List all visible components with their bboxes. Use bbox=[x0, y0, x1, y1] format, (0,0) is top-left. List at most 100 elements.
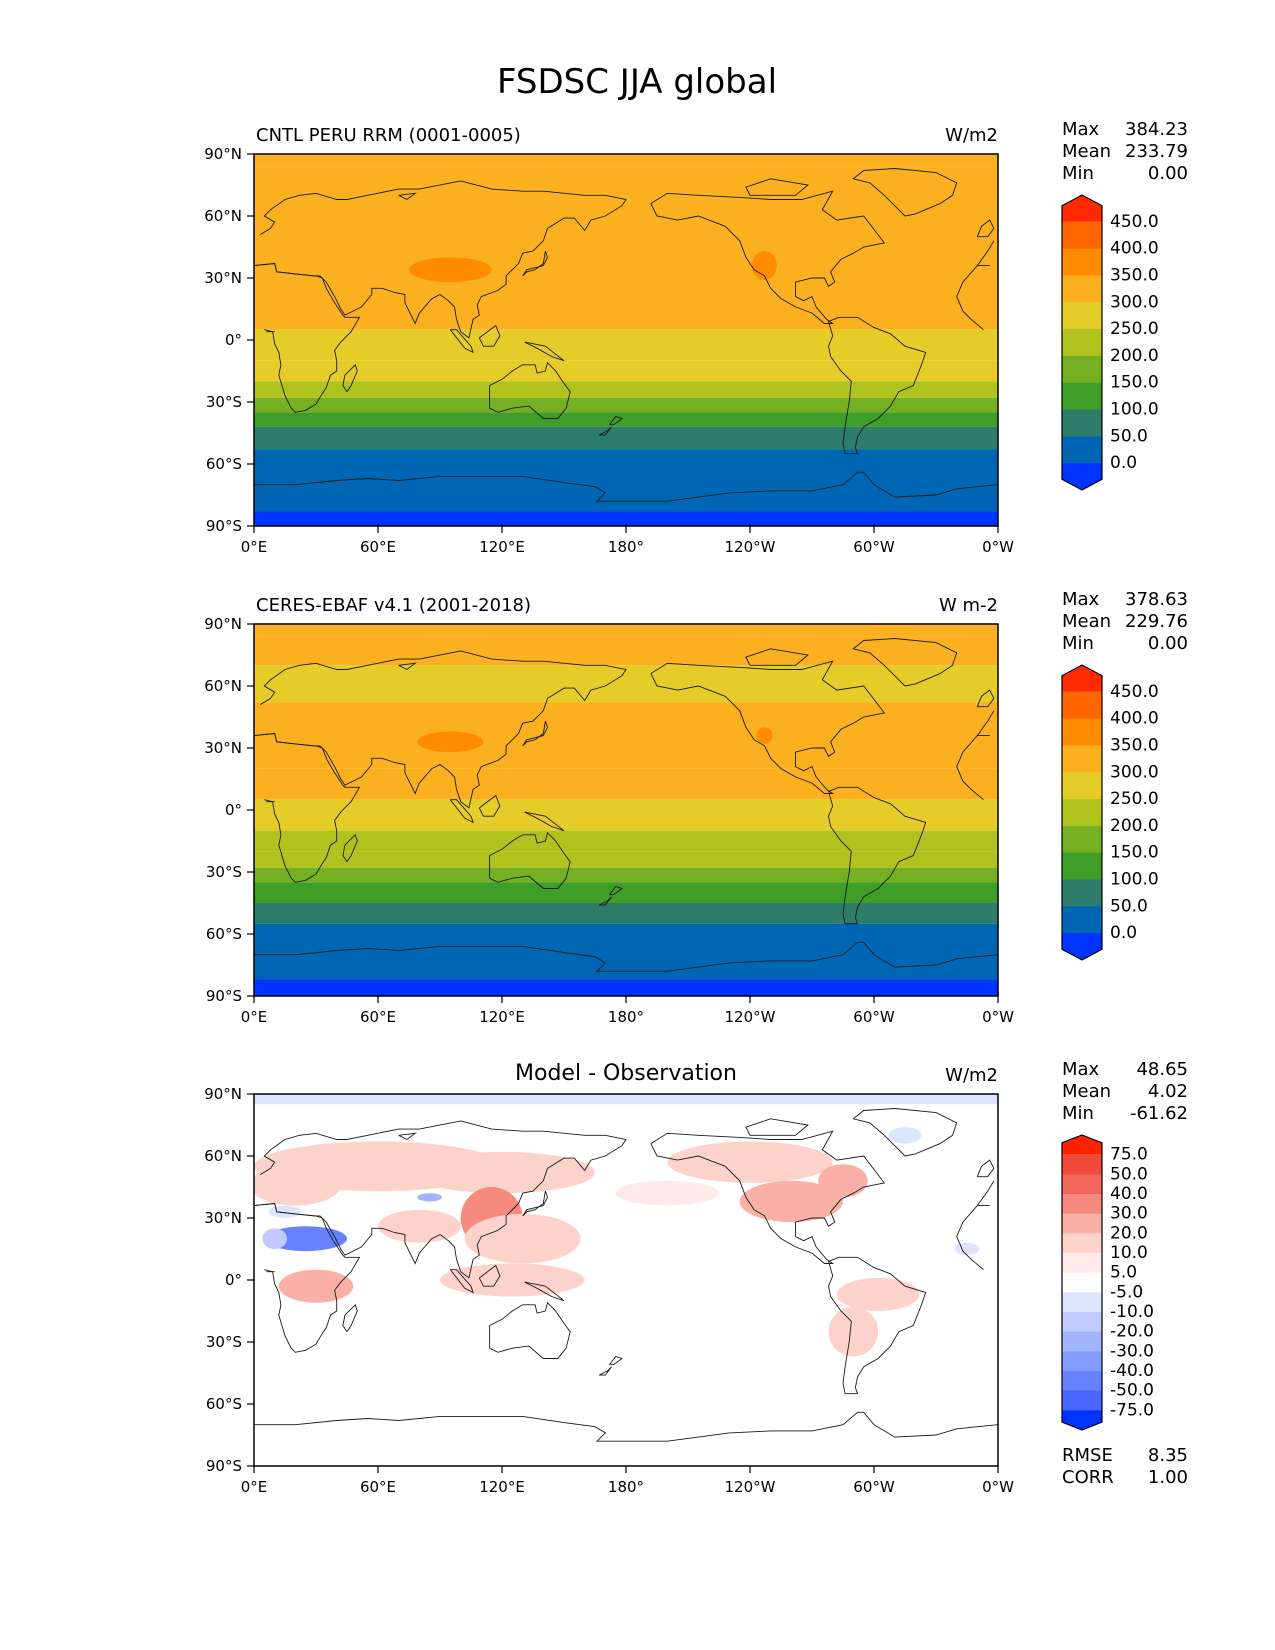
anomaly-patch bbox=[254, 1164, 341, 1206]
y-tick-label: 30°S bbox=[206, 1333, 242, 1351]
x-tick-label: 60°E bbox=[360, 1478, 396, 1496]
colorbar-level-label: 150.0 bbox=[1110, 843, 1159, 863]
stat-value: 1.00 bbox=[1148, 1467, 1188, 1488]
panel-2-coastlines bbox=[254, 638, 998, 972]
zonal-band bbox=[254, 232, 998, 295]
coastline bbox=[524, 1281, 565, 1302]
coastline bbox=[852, 638, 958, 687]
y-tick-label: 60°N bbox=[204, 207, 242, 225]
zonal-band bbox=[254, 426, 998, 450]
stat-value: 378.63 bbox=[1125, 589, 1188, 610]
colorbar-level-label: 40.0 bbox=[1110, 1184, 1148, 1204]
coastline bbox=[976, 689, 995, 708]
colorbar-level-label: 0.0 bbox=[1110, 453, 1137, 473]
zonal-band bbox=[254, 665, 998, 703]
colorbar-segment bbox=[1062, 906, 1102, 934]
panel-2-title: CERES-EBAF v4.1 (2001-2018) bbox=[256, 595, 531, 616]
x-tick-label: 0°W bbox=[982, 1478, 1014, 1496]
colorbar-segment bbox=[1062, 436, 1102, 464]
colorbar-segment bbox=[1062, 825, 1102, 854]
zonal-band bbox=[254, 867, 998, 883]
anomaly-patch bbox=[409, 257, 492, 283]
colorbar-segment bbox=[1062, 302, 1102, 330]
panel-3-stats: Max 48.65 Mean 4.02 Min -61.62 bbox=[1062, 1059, 1188, 1124]
zonal-band bbox=[254, 923, 998, 980]
panel-1-units: W/m2 bbox=[945, 125, 998, 146]
x-tick-label: 0°W bbox=[982, 1008, 1014, 1026]
zonal-band bbox=[254, 412, 998, 427]
coastline bbox=[609, 885, 623, 896]
panel-1-colorbar: 450.0 400.0 350.0 300.0 250.0 200.0 150.0 100.0… bbox=[1061, 194, 1159, 491]
colorbar-segment bbox=[1062, 1351, 1102, 1372]
stat-value: 8.35 bbox=[1148, 1445, 1188, 1466]
stat-label: Min bbox=[1062, 163, 1094, 184]
panel-2: CERES-EBAF v4.1 (2001-2018) W m-2 0°E 60°… bbox=[204, 589, 1188, 1026]
y-tick-label: 30°N bbox=[204, 269, 242, 287]
x-tick-label: 180° bbox=[608, 1008, 644, 1026]
stat-value: 4.02 bbox=[1148, 1081, 1188, 1102]
coastline bbox=[254, 1120, 995, 1279]
x-tick-label: 120°E bbox=[479, 1008, 525, 1026]
y-tick-label: 60°S bbox=[206, 455, 242, 473]
coastline bbox=[489, 361, 571, 419]
colorbar-level-label: 350.0 bbox=[1110, 735, 1159, 755]
anomaly-patch bbox=[417, 731, 484, 753]
colorbar-segment bbox=[1062, 409, 1102, 437]
coastline bbox=[828, 786, 927, 925]
panel-3-units: W/m2 bbox=[945, 1065, 998, 1086]
coastline bbox=[976, 1159, 995, 1178]
coastline bbox=[522, 720, 548, 747]
y-tick-label: 60°S bbox=[206, 1395, 242, 1413]
colorbar-level-label: -40.0 bbox=[1110, 1361, 1154, 1381]
colorbar-level-label: 50.0 bbox=[1110, 426, 1148, 446]
coastline bbox=[745, 648, 809, 666]
zonal-band bbox=[254, 381, 998, 398]
colorbar-segment bbox=[1062, 1174, 1102, 1195]
colorbar-segment bbox=[1062, 329, 1102, 357]
colorbar-level-label: 150.0 bbox=[1110, 373, 1159, 393]
colorbar-segment bbox=[1062, 1390, 1102, 1411]
coastline bbox=[522, 250, 548, 277]
figure-title: FSDSC JJA global bbox=[497, 62, 777, 102]
stat-value: 233.79 bbox=[1125, 141, 1188, 162]
coastline bbox=[254, 941, 998, 972]
coastline bbox=[598, 1366, 612, 1376]
colorbar-level-label: -20.0 bbox=[1110, 1322, 1154, 1342]
coastline bbox=[524, 341, 565, 362]
coastline bbox=[489, 831, 571, 889]
colorbar-segment bbox=[1062, 1312, 1102, 1333]
colorbar-level-label: 400.0 bbox=[1110, 239, 1159, 259]
colorbar-level-label: 0.0 bbox=[1110, 923, 1137, 943]
coastline bbox=[254, 1203, 984, 1353]
coastline bbox=[342, 1303, 358, 1332]
colorbar-level-label: -30.0 bbox=[1110, 1341, 1154, 1361]
colorbar-level-label: 50.0 bbox=[1110, 896, 1148, 916]
colorbar-segment bbox=[1062, 718, 1102, 746]
colorbar-segment bbox=[1062, 1233, 1102, 1254]
colorbar-segment bbox=[1062, 1154, 1102, 1175]
y-tick-label: 60°N bbox=[204, 677, 242, 695]
coastline bbox=[522, 1190, 548, 1217]
zonal-band bbox=[254, 768, 998, 800]
colorbar-extend-top bbox=[1062, 195, 1102, 222]
coastline bbox=[976, 219, 995, 238]
colorbar-segment bbox=[1062, 248, 1102, 276]
y-tick-label: 30°S bbox=[206, 863, 242, 881]
y-tick-label: 90°N bbox=[204, 1085, 242, 1103]
colorbar-segment bbox=[1062, 1213, 1102, 1234]
y-tick-label: 90°N bbox=[204, 615, 242, 633]
zonal-band bbox=[254, 154, 998, 167]
x-tick-label: 0°E bbox=[241, 1008, 268, 1026]
coastline bbox=[254, 733, 984, 883]
coastline bbox=[650, 190, 886, 324]
colorbar-level-label: 300.0 bbox=[1110, 292, 1159, 312]
colorbar-level-label: 75.0 bbox=[1110, 1145, 1148, 1165]
anomaly-patch bbox=[262, 1228, 288, 1249]
anomaly-patch bbox=[828, 1306, 879, 1357]
colorbar-segment bbox=[1062, 1331, 1102, 1352]
colorbar-level-label: 450.0 bbox=[1110, 682, 1159, 702]
stat-label: Max bbox=[1062, 589, 1100, 610]
colorbar-segment bbox=[1062, 879, 1102, 907]
x-tick-label: 60°E bbox=[360, 1008, 396, 1026]
